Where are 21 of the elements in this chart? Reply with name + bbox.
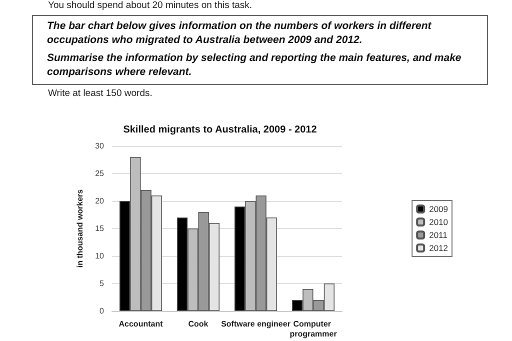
chart-title: Skilled migrants to Australia, 2009 - 2012 — [123, 124, 318, 136]
text: The bar chart below gives information on the numbers of workers in different occupations who migrated to Australia between 2009 and 2012. — [47, 20, 432, 48]
y-tick-label: 5 — [100, 279, 105, 288]
x-tick-label: Software engineer — [221, 320, 290, 328]
y-tick-label: 30 — [95, 142, 105, 150]
text: Write at least 150 words. — [48, 88, 154, 99]
y-tick-label: 0 — [100, 306, 105, 316]
legend-label: 2009 — [429, 204, 448, 214]
x-tick-label: Computer programmer — [290, 320, 337, 338]
x-tick-label: Cook — [188, 320, 209, 328]
x-tick-label: Accountant — [118, 320, 164, 328]
legend-label: 2010 — [429, 217, 448, 227]
y-tick-label: 20 — [95, 196, 105, 206]
text: You should spend about 20 minutes on this task. — [48, 0, 254, 11]
legend-label: 2012 — [429, 243, 448, 253]
legend-label: 2011 — [429, 230, 448, 240]
y-tick-label: 10 — [95, 252, 105, 260]
text: Summarise the information by selecting and reporting the main features, and make comparisons where relevant. — [47, 52, 462, 80]
y-axis-title: in thousand workers — [76, 188, 85, 268]
y-tick-label: 25 — [95, 169, 105, 178]
y-tick-label: 15 — [95, 224, 105, 233]
